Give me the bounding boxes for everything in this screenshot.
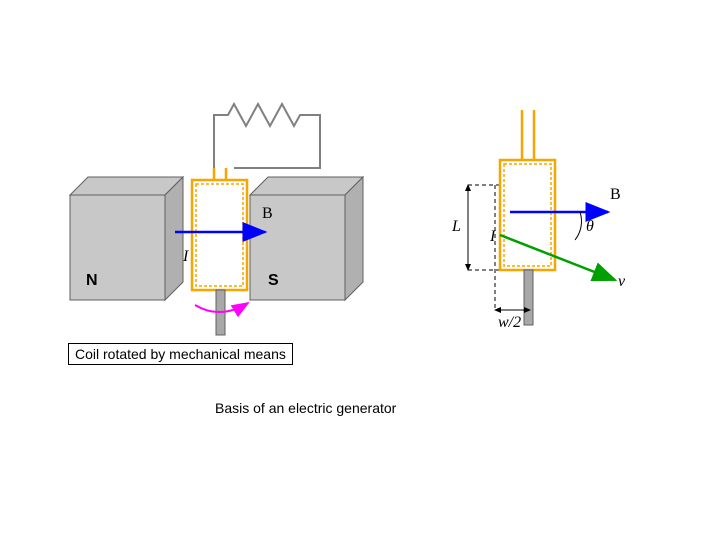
v-arrow — [500, 235, 615, 280]
b-label-right: B — [610, 186, 621, 204]
i-label-right: I — [490, 228, 495, 246]
v-label: v — [618, 273, 625, 291]
magnet-s — [250, 177, 363, 300]
figure-title: Basis of an electric generator — [215, 400, 396, 416]
caption-box: Coil rotated by mechanical means — [68, 343, 293, 365]
l-label: L — [452, 218, 461, 236]
i-label-left: I — [183, 248, 188, 266]
resistor-wire — [214, 104, 320, 168]
theta-label: θ — [586, 218, 594, 236]
right-shaft — [524, 270, 533, 325]
diagram-svg — [0, 0, 720, 540]
theta-arc — [575, 212, 581, 240]
s-label: S — [268, 272, 279, 290]
left-coil — [192, 168, 247, 290]
b-label-left: B — [262, 205, 273, 223]
w2-label: w/2 — [498, 314, 521, 332]
n-label: N — [86, 272, 98, 290]
